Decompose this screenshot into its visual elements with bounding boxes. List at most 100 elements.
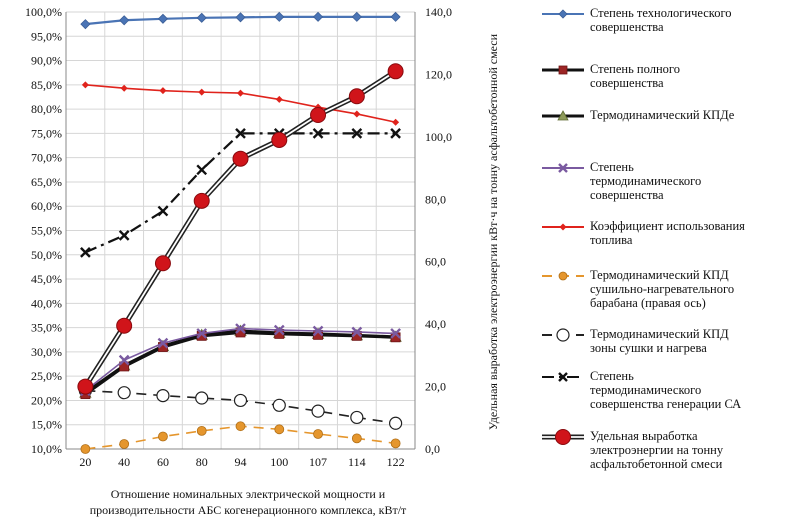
legend-label: Термодинамический КПД сушильно-нагревате… — [590, 268, 735, 310]
data-point — [193, 192, 210, 209]
series-9 — [77, 63, 404, 395]
data-point — [196, 328, 208, 339]
legend-swatch — [542, 223, 584, 231]
data-point — [116, 317, 133, 334]
data-point — [118, 230, 130, 241]
left-tick-label: 10,0% — [31, 442, 62, 456]
x-tick-label: 114 — [348, 455, 366, 469]
data-point — [232, 150, 249, 167]
data-point — [196, 425, 207, 436]
data-point — [558, 163, 568, 173]
left-tick-label: 75,0% — [31, 126, 62, 140]
data-point — [559, 223, 567, 231]
data-point — [119, 439, 130, 449]
legend-item: Термодинамический КПДе — [540, 108, 734, 124]
data-point — [157, 13, 169, 24]
right-tick-label: 120,0 — [425, 67, 452, 81]
data-point — [313, 429, 323, 439]
series-line-outline — [83, 69, 397, 388]
data-point — [196, 164, 208, 176]
chart: 10,0% 15,0% 20,0% 25,0% 30,0% 35,0% 40,0% 45,0%… — [25, 5, 500, 517]
data-point — [271, 131, 288, 148]
series-1 — [80, 11, 401, 30]
data-point — [558, 9, 568, 19]
data-point — [558, 271, 568, 281]
legend-item: Степень технологического совершенства — [540, 6, 732, 34]
right-tick-label: 0,0 — [425, 442, 440, 456]
legend-swatch — [542, 9, 584, 19]
data-point — [120, 84, 128, 92]
series-line — [84, 132, 396, 254]
x-tick-label: 100 — [270, 455, 288, 469]
right-tick-label: 40,0 — [425, 317, 446, 331]
series-6 — [80, 421, 401, 454]
data-point — [392, 118, 400, 126]
data-point — [157, 337, 169, 349]
series-line — [84, 70, 397, 388]
x-axis-title-line-1: Отношение номинальных электрической мощн… — [111, 487, 386, 501]
left-tick-label: 30,0% — [31, 345, 62, 359]
data-point — [312, 325, 324, 337]
data-point — [196, 330, 207, 341]
legend-item: Степень термодинамического совершенства — [540, 160, 701, 202]
legend-item: Термодинамический КПД зоны сушки и нагре… — [540, 327, 729, 355]
data-point — [387, 63, 404, 80]
data-point — [275, 95, 283, 103]
legend-item: Степень термодинамического совершенства … — [540, 369, 741, 411]
legend-label: Коэффициент использования топлива — [590, 219, 745, 247]
data-point — [77, 378, 94, 395]
data-point — [80, 444, 91, 454]
data-point — [389, 416, 403, 430]
data-point — [390, 11, 401, 22]
left-tick-label: 25,0% — [31, 369, 62, 383]
data-point — [351, 11, 362, 22]
series-layer — [77, 11, 404, 454]
left-tick-label: 35,0% — [31, 321, 62, 335]
x-tick-label: 60 — [157, 455, 169, 469]
legend-label: Степень полного совершенства — [590, 62, 680, 90]
right-tick-label: 60,0 — [425, 255, 446, 269]
data-point — [351, 128, 363, 139]
series-5 — [81, 81, 400, 126]
data-point — [390, 128, 401, 139]
legend-label: Удельная выработка электроэнергии на тон… — [590, 429, 724, 471]
series-8 — [80, 128, 401, 258]
legend-label: Степень термодинамического совершенства — [590, 160, 702, 202]
right-axis-ticks: 0,0 20,0 40,0 60,0 80,0 100,0 120,0 140,0 — [425, 5, 452, 456]
x-tick-label: 107 — [309, 455, 327, 469]
data-point — [273, 324, 285, 336]
legend-swatch — [542, 372, 584, 382]
data-point — [556, 328, 570, 342]
data-point — [351, 433, 362, 444]
left-axis-ticks: 10,0% 15,0% 20,0% 25,0% 30,0% 35,0% 40,0% 45,0%… — [25, 5, 62, 456]
data-point — [119, 15, 130, 26]
left-tick-label: 20,0% — [31, 393, 62, 407]
data-point — [274, 11, 285, 22]
legend-swatch — [542, 429, 584, 445]
right-axis-title: Удельная выработка электроэнергии кВт·ч … — [486, 33, 500, 430]
x-tick-label: 94 — [235, 455, 247, 469]
data-point — [233, 393, 248, 408]
legend-label: Степень технологического совершенства — [590, 6, 732, 34]
data-point — [237, 89, 244, 97]
legend-item: Термодинамический КПД сушильно-нагревате… — [540, 268, 734, 310]
data-point — [235, 128, 246, 139]
data-point — [351, 326, 363, 338]
x-tick-label: 40 — [118, 455, 130, 469]
legend-swatch — [542, 271, 584, 281]
left-tick-label: 15,0% — [31, 418, 62, 432]
data-point — [80, 247, 91, 258]
legend-label: Термодинамический КПД зоны сушки и нагре… — [590, 327, 729, 355]
legend-label: Степень термодинамического совершенства … — [590, 369, 742, 411]
series-line — [84, 330, 396, 396]
data-point — [159, 87, 167, 95]
legend-swatch — [542, 65, 584, 75]
gridlines — [65, 11, 416, 450]
data-point — [350, 410, 364, 425]
data-point — [311, 404, 325, 418]
data-point — [195, 391, 209, 405]
data-point — [235, 421, 246, 432]
data-point — [312, 11, 324, 22]
data-point — [390, 328, 401, 339]
data-point — [557, 110, 569, 121]
